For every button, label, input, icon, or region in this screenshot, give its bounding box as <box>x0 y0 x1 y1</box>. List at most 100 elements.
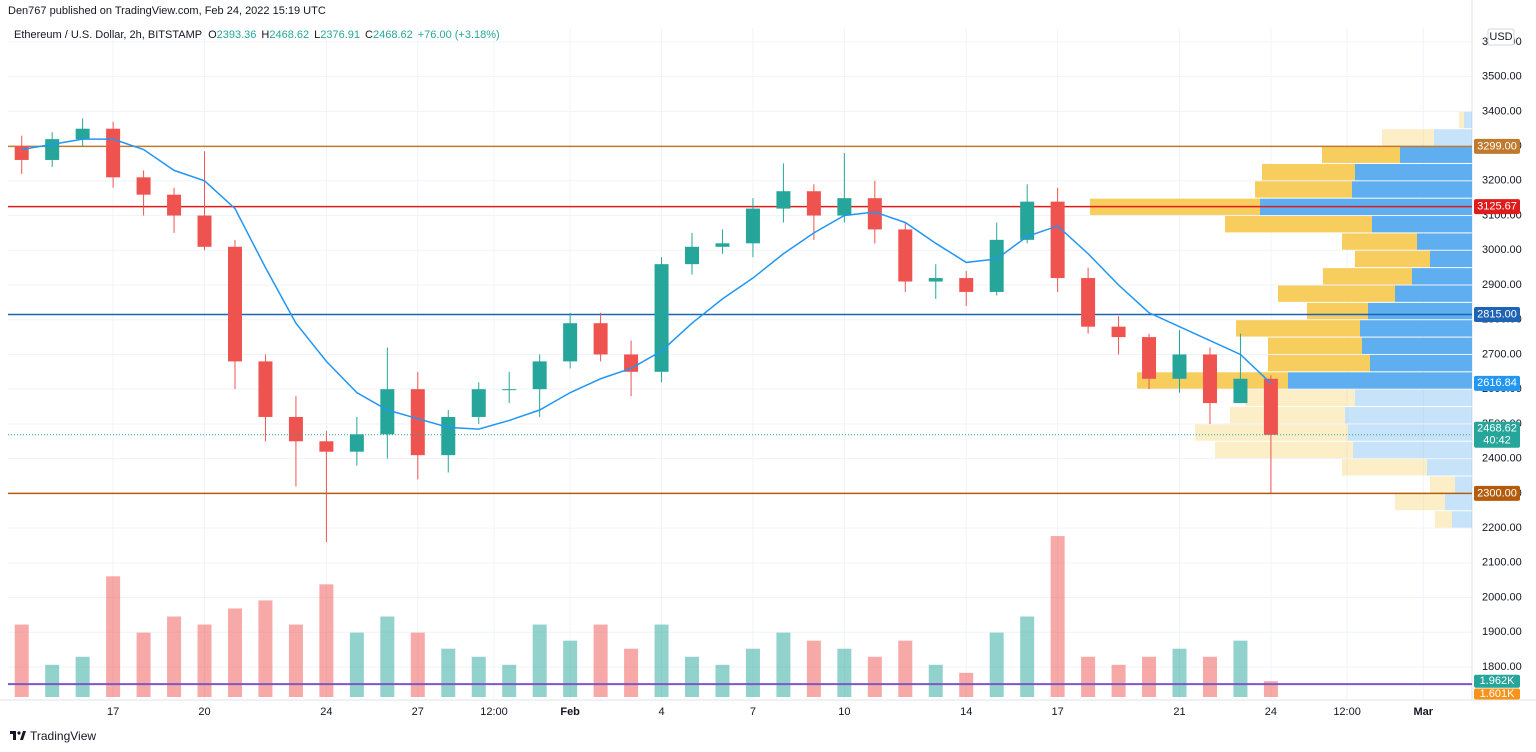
candle-body <box>1233 378 1248 404</box>
profile-up <box>1417 233 1472 250</box>
candle-body <box>227 246 242 362</box>
profile-down <box>1322 146 1400 163</box>
profile-down <box>1307 302 1368 320</box>
candle-body <box>471 389 486 417</box>
y-tick-label: 2700.00 <box>1482 348 1522 360</box>
x-tick-label: 14 <box>960 706 972 718</box>
profile-down <box>1215 441 1353 459</box>
candle-body <box>1172 354 1187 379</box>
profile-up <box>1288 372 1472 389</box>
ma-label: 2616.84 <box>1477 377 1517 389</box>
x-tick-label: 12:00 <box>480 706 508 718</box>
profile-down <box>1430 476 1455 493</box>
candle-body <box>624 354 639 372</box>
volume-bar <box>654 624 669 697</box>
x-tick-label: 21 <box>1173 706 1185 718</box>
volume-bar <box>837 648 852 697</box>
profile-up <box>1360 320 1472 337</box>
y-tick-label: 2100.00 <box>1482 557 1522 569</box>
level-label-bg <box>1474 199 1520 215</box>
volume-bar <box>258 600 273 697</box>
profile-down <box>1355 250 1430 268</box>
volume-bar <box>471 656 486 697</box>
change: +76.00 (+3.18%) <box>417 29 500 41</box>
volume-ma-label: 1.601K <box>1480 688 1516 700</box>
volume-bar <box>563 640 578 697</box>
volume-bar <box>928 664 943 697</box>
profile-down <box>1382 129 1434 146</box>
legend: Ethereum / U.S. Dollar, 2h, BITSTAMP O239… <box>14 29 505 41</box>
volume-bar <box>1020 616 1035 697</box>
volume-bar <box>1111 664 1126 697</box>
x-tick-label: 12:00 <box>1333 706 1361 718</box>
volume-bar <box>898 640 913 697</box>
volume-bar <box>745 648 760 697</box>
x-tick-label: Mar <box>1413 706 1433 718</box>
brand: TradingView <box>30 729 97 743</box>
x-tick-label: 24 <box>320 706 332 718</box>
footer[interactable]: TradingView <box>10 729 96 743</box>
candle-body <box>258 361 273 417</box>
volume-bar <box>1172 648 1187 697</box>
profile-up <box>1355 389 1472 407</box>
profile-up <box>1368 302 1472 320</box>
ohlc-value: 2393.36 <box>216 29 257 41</box>
profile-up <box>1345 407 1472 424</box>
ohlc-key: H <box>261 29 270 41</box>
volume-bar <box>1142 656 1157 697</box>
candle-body <box>1263 378 1278 435</box>
ohlc-key: O <box>208 29 217 41</box>
volume-bar <box>776 632 791 697</box>
profile-down <box>1268 354 1370 372</box>
volume-bar <box>532 624 547 697</box>
profile-up <box>1430 250 1472 268</box>
candle-body <box>167 194 182 216</box>
profile-down <box>1342 459 1427 476</box>
candle-body <box>898 229 913 282</box>
volume-bar <box>288 624 303 697</box>
candle-body <box>715 243 730 247</box>
x-tick-label: Feb <box>560 706 580 718</box>
volume-bar <box>624 648 639 697</box>
y-tick-label: 1800.00 <box>1482 661 1522 673</box>
volume-bar <box>1233 640 1248 697</box>
candle-body <box>106 128 121 178</box>
volume-bar <box>45 664 60 697</box>
volume-bar <box>441 648 456 697</box>
candle-body <box>197 215 212 247</box>
candle-body <box>136 177 151 195</box>
candle-body <box>75 128 90 140</box>
logo <box>10 731 26 740</box>
x-tick-label: 17 <box>107 706 119 718</box>
profile-down <box>1236 320 1360 337</box>
candle-body <box>837 198 852 216</box>
level-label: 3299.00 <box>1477 140 1517 152</box>
level-label-bg <box>1474 307 1520 323</box>
candle-body <box>593 323 608 355</box>
y-tick-label: 2200.00 <box>1482 522 1522 534</box>
volume-bar <box>593 624 608 697</box>
profile-up <box>1348 424 1472 441</box>
candle-body <box>563 323 578 362</box>
candle-body <box>685 246 700 265</box>
profile-up <box>1452 511 1472 528</box>
symbol: Ethereum / U.S. Dollar, 2h, BITSTAMP <box>14 29 203 41</box>
volume-label: 1.962K <box>1480 675 1516 687</box>
currency-box <box>1487 28 1515 46</box>
moving-average <box>21 138 1272 430</box>
y-tick-label: 3000.00 <box>1482 244 1522 256</box>
y-tick-label: 3500.00 <box>1482 71 1522 83</box>
profile-down <box>1225 216 1372 233</box>
profile-up <box>1400 146 1472 163</box>
x-tick-label: 17 <box>1052 706 1064 718</box>
price-label: 2468.62 <box>1477 423 1517 435</box>
volume-ma-label-bg <box>1474 688 1520 700</box>
candle-body <box>410 389 425 456</box>
currency: USD <box>1489 31 1512 43</box>
candle-body <box>867 198 882 230</box>
volume-bar <box>1050 536 1065 697</box>
x-tick-label: 24 <box>1265 706 1277 718</box>
candle-body <box>380 389 395 435</box>
